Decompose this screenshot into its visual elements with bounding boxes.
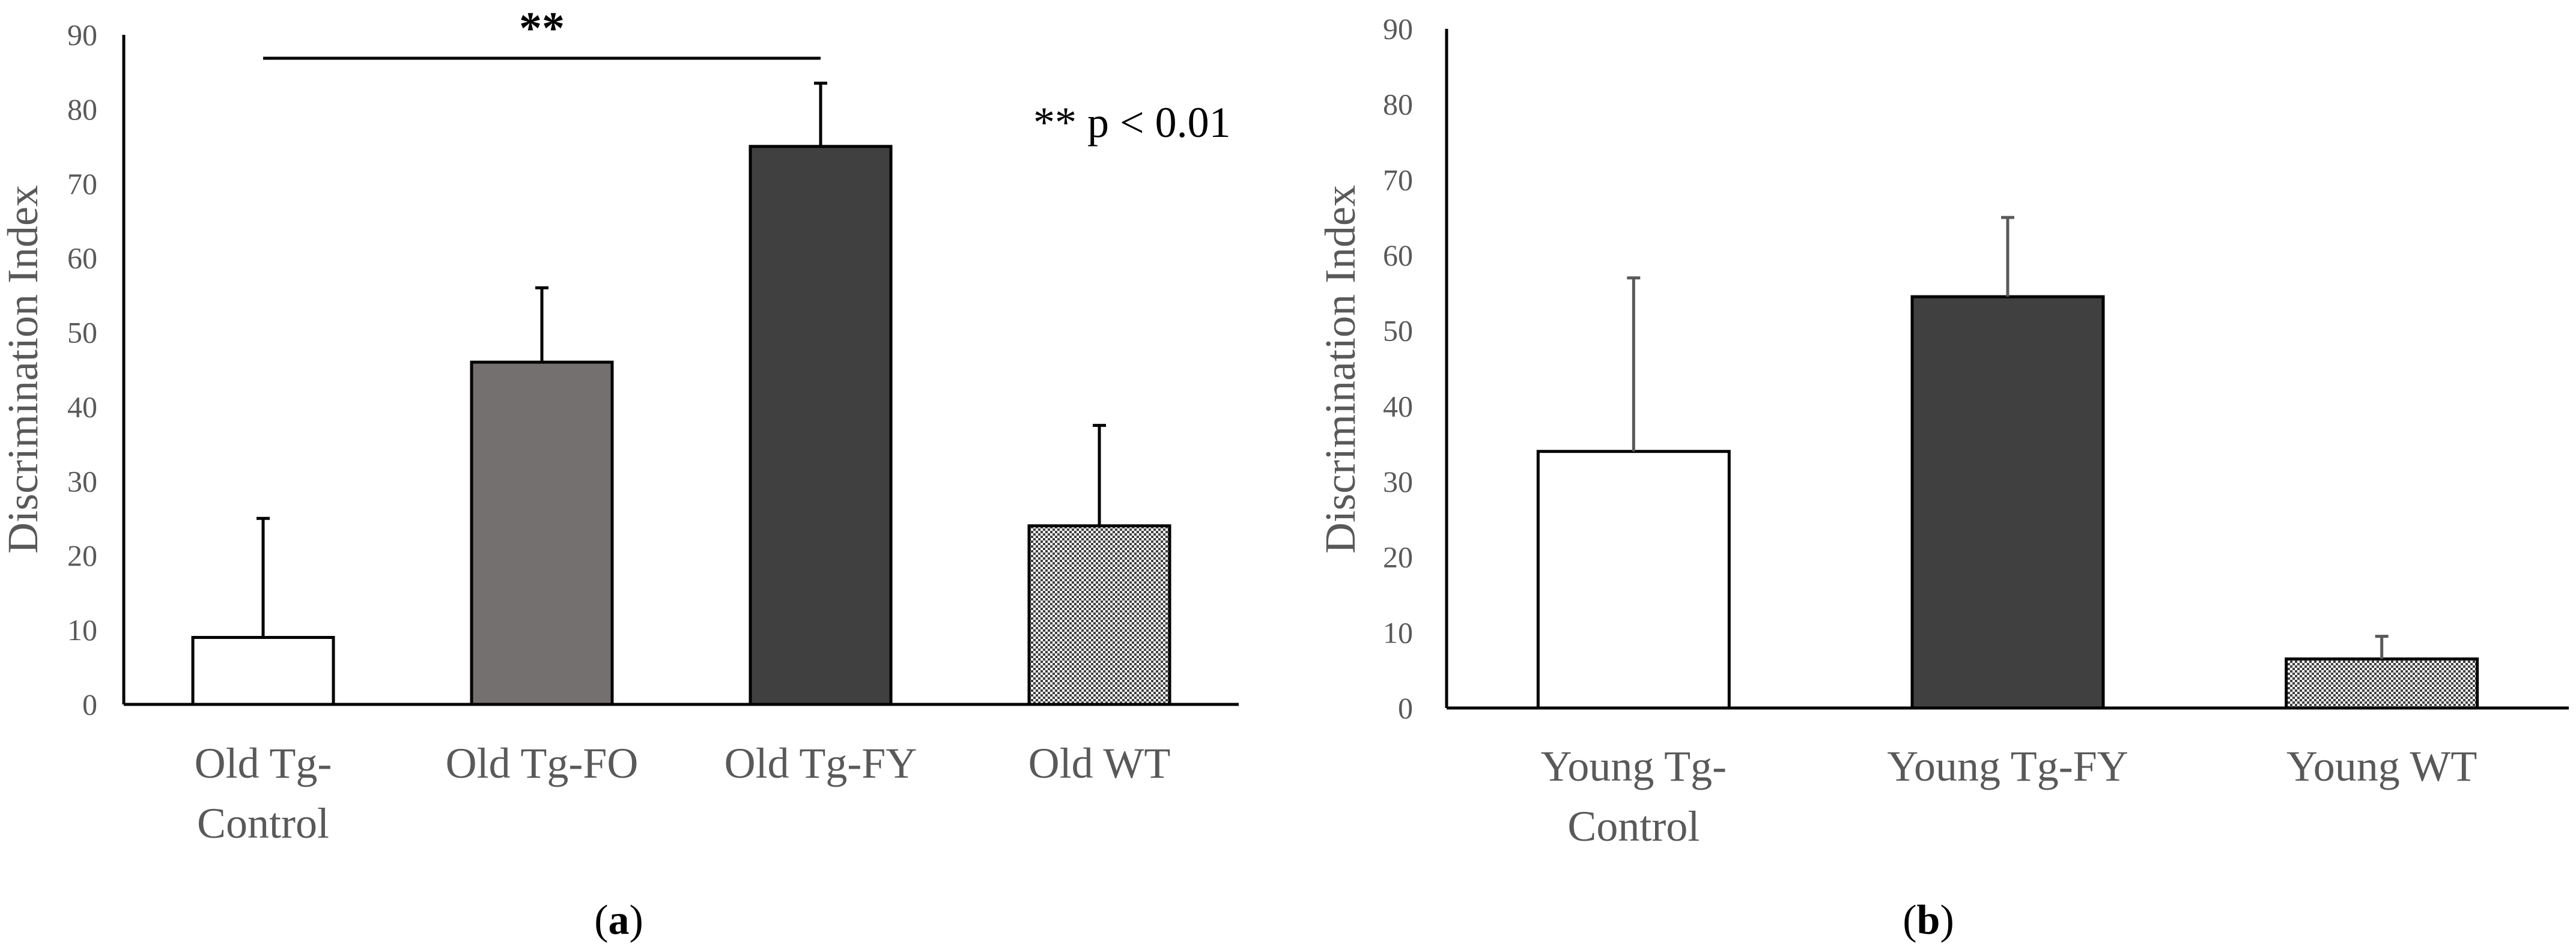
y-tick-label: 0 [82, 688, 97, 721]
y-tick-label: 80 [1383, 88, 1413, 121]
category-label: Young WT [2286, 742, 2477, 790]
category-label: Old Tg-Control [195, 739, 332, 847]
panel-b-chart: 0 10 20 30 40 50 60 70 80 90 Discrimination Index Y… [1316, 12, 2569, 943]
panel-caption: (a) [594, 897, 643, 943]
y-tick-label: 30 [67, 464, 97, 498]
y-tick-label: 10 [1383, 616, 1413, 649]
category-label: Old Tg-FY [724, 739, 917, 787]
panel-caption: (b) [1903, 897, 1954, 943]
bar [470, 360, 614, 706]
y-tick-label: 40 [67, 390, 97, 423]
category-label: Old WT [1028, 739, 1171, 787]
category-label: Young Tg-Control [1541, 742, 1727, 850]
significance-stars: ** [519, 3, 565, 53]
y-tick-label: 90 [67, 18, 97, 52]
y-tick-label: 70 [67, 167, 97, 201]
y-tick-label: 0 [1398, 691, 1413, 725]
y-tick-label: 20 [67, 539, 97, 572]
panel-a-chart: 0 10 20 30 40 50 60 70 80 90 Discrimination Index O… [0, 3, 1239, 943]
bar [191, 636, 335, 706]
y-tick-label: 10 [67, 613, 97, 647]
bar [2285, 657, 2479, 710]
category-label: Old Tg-FO [446, 739, 639, 787]
y-axis-title: Discrimination Index [0, 185, 47, 554]
y-tick-label: 60 [67, 241, 97, 275]
y-tick-label: 20 [1383, 540, 1413, 574]
y-tick-label: 60 [1383, 238, 1413, 272]
bar [1536, 450, 1731, 710]
bar [1910, 295, 2105, 710]
y-tick-label: 50 [1383, 314, 1413, 348]
y-tick-label: 30 [1383, 465, 1413, 498]
significance-annotation: ** p < 0.01 [1033, 98, 1231, 147]
bar [1027, 524, 1171, 706]
y-tick-label: 70 [1383, 163, 1413, 196]
category-label: Young Tg-FY [1887, 742, 2128, 790]
y-axis-title: Discrimination Index [1316, 185, 1364, 554]
y-tick-label: 90 [1383, 12, 1413, 46]
y-tick-label: 80 [67, 92, 97, 126]
bar [749, 145, 893, 706]
y-tick-label: 40 [1383, 389, 1413, 423]
y-tick-label: 50 [67, 316, 97, 349]
